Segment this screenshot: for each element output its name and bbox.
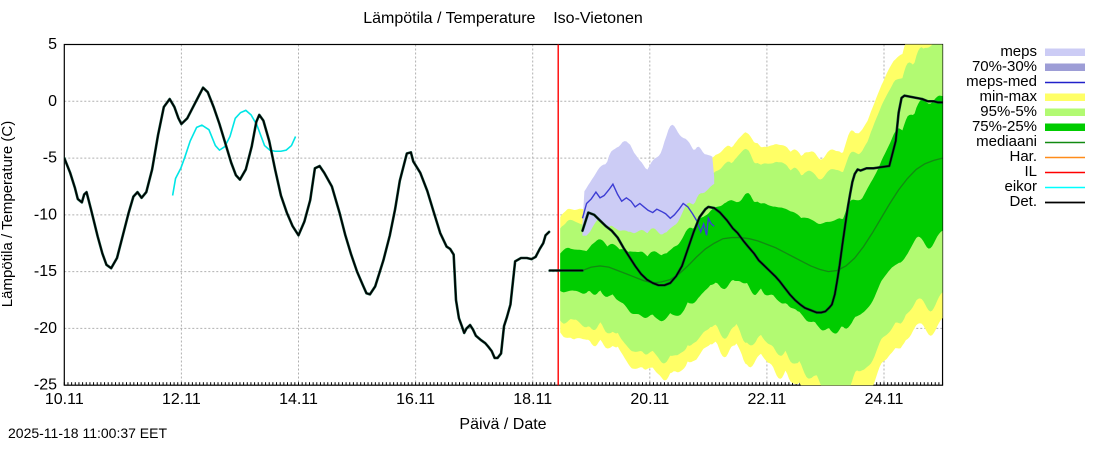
svg-text:14.11: 14.11 bbox=[279, 391, 318, 408]
svg-text:20.11: 20.11 bbox=[630, 391, 669, 408]
svg-text:Lämpötila / Temperature (C): Lämpötila / Temperature (C) bbox=[0, 121, 16, 307]
svg-text:-20: -20 bbox=[34, 320, 57, 337]
svg-text:Lämpötila / Temperature Iso: Lämpötila / Temperature Iso-Vietonen bbox=[363, 10, 643, 27]
svg-text:-10: -10 bbox=[34, 206, 57, 223]
svg-text:0: 0 bbox=[48, 93, 57, 110]
svg-text:Det.: Det. bbox=[1009, 193, 1037, 210]
svg-text:5: 5 bbox=[48, 36, 57, 53]
svg-text:18.11: 18.11 bbox=[513, 391, 552, 408]
svg-text:12.11: 12.11 bbox=[162, 391, 201, 408]
svg-text:-15: -15 bbox=[34, 263, 57, 280]
svg-text:22.11: 22.11 bbox=[747, 391, 786, 408]
svg-text:10.11: 10.11 bbox=[45, 391, 84, 408]
svg-text:2025-11-18 11:00:37 EET: 2025-11-18 11:00:37 EET bbox=[8, 425, 167, 441]
svg-text:-5: -5 bbox=[43, 150, 57, 167]
svg-text:16.11: 16.11 bbox=[396, 391, 435, 408]
svg-text:24.11: 24.11 bbox=[865, 391, 904, 408]
svg-text:Päivä / Date: Päivä / Date bbox=[459, 416, 546, 433]
